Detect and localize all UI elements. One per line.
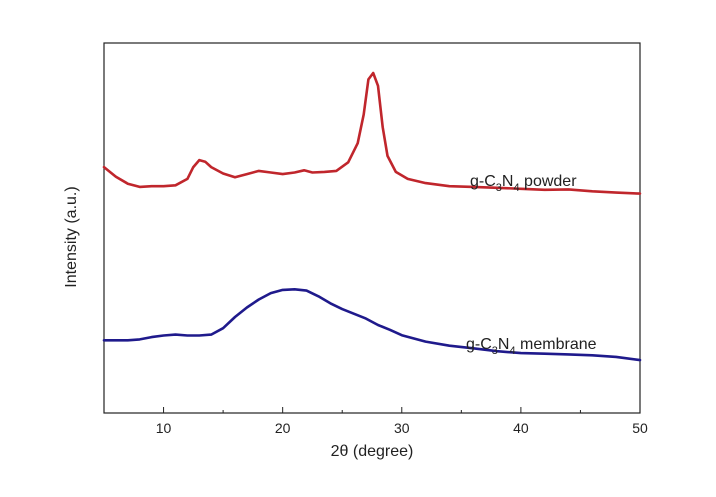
x-tick-label: 40: [513, 420, 529, 436]
x-axis-title: 2θ (degree): [331, 443, 414, 460]
series-label-membrane: g-C3N4 membrane: [466, 336, 597, 357]
x-axis-ticks: 10 20 30 40 50: [156, 407, 648, 436]
y-axis-title: Intensity (a.u.): [63, 186, 80, 287]
series-lines: [102, 71, 642, 362]
series-line-membrane: [102, 287, 642, 362]
x-tick-label: 30: [394, 420, 410, 436]
series-label-powder: g-C3N4 powder: [470, 173, 577, 194]
x-tick-label: 10: [156, 420, 172, 436]
x-tick-label: 50: [632, 420, 648, 436]
series-line-powder: [102, 71, 642, 195]
x-tick-label: 20: [275, 420, 291, 436]
plot-frame: [103, 42, 641, 414]
plot-area-border: [103, 42, 641, 414]
